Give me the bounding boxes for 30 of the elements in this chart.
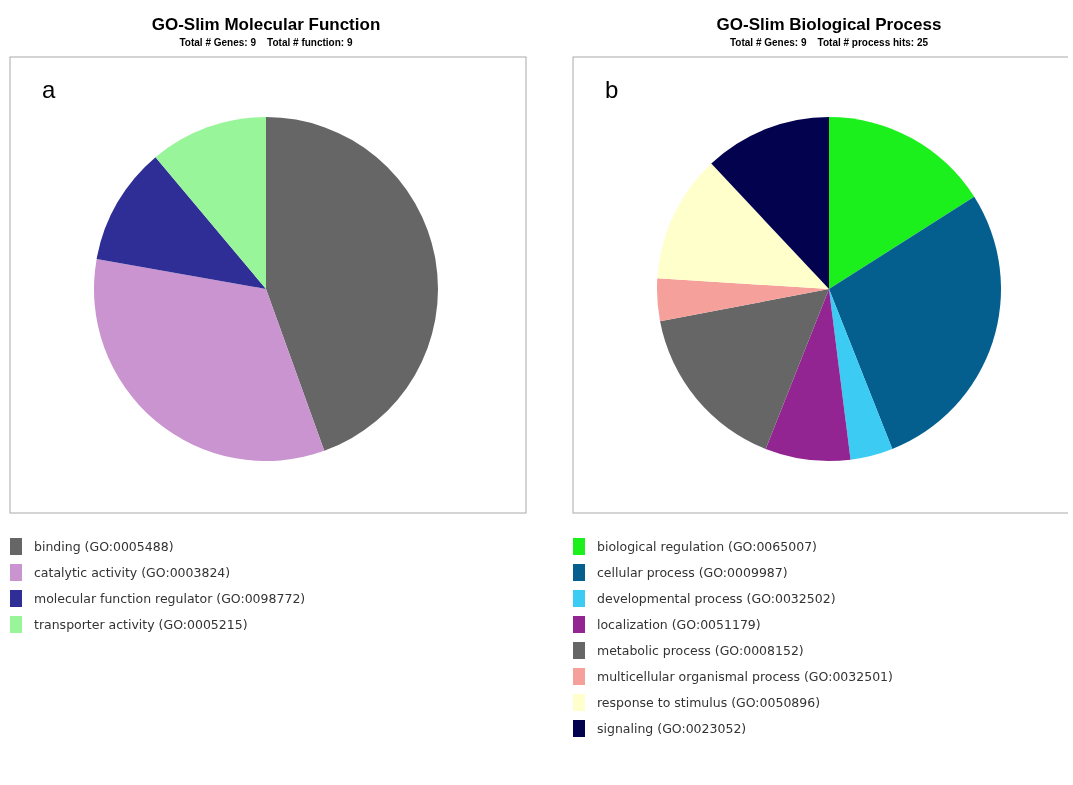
legend-label: transporter activity (GO:0005215)	[34, 617, 248, 632]
legend-label: cellular process (GO:0009987)	[597, 565, 788, 580]
legend-label: binding (GO:0005488)	[34, 539, 174, 554]
chart-title: GO-Slim Molecular Function	[151, 15, 381, 34]
legend-label: signaling (GO:0023052)	[597, 721, 747, 736]
chart-subtitle: Total # Genes: 9 Total # function: 9	[179, 37, 353, 48]
legend-label: developmental process (GO:0032502)	[597, 591, 836, 606]
pie-slice	[657, 163, 829, 289]
pie-slice	[266, 117, 438, 451]
legend-label: response to stimulus (GO:0050896)	[597, 695, 821, 710]
pie-slice	[94, 258, 325, 461]
pie-slice	[829, 196, 1001, 449]
pie-slice	[155, 117, 266, 289]
pie-slice	[765, 289, 851, 461]
chart-title: GO-Slim Biological Process	[716, 15, 942, 34]
legend-label: multicellular organismal process (GO:0032501)	[597, 669, 893, 684]
text: a	[42, 76, 56, 103]
pie-slice	[829, 289, 893, 460]
legend-label: catalytic activity (GO:0003824)	[34, 565, 231, 580]
legend-label: metabolic process (GO:0008152)	[597, 643, 804, 658]
text: b	[605, 76, 619, 103]
pie-slice	[711, 117, 829, 289]
legend-label: biological regulation (GO:0065007)	[597, 539, 817, 554]
legend-label: molecular function regulator (GO:0098772)	[34, 591, 306, 606]
legend-label: localization (GO:0051179)	[597, 617, 761, 632]
chart-subtitle: Total # Genes: 9 Total # process hits: 25	[729, 37, 929, 48]
pie-slice	[829, 117, 975, 289]
pie-slice	[657, 278, 829, 322]
pie-slice	[660, 289, 829, 449]
pie-slice	[96, 157, 266, 289]
